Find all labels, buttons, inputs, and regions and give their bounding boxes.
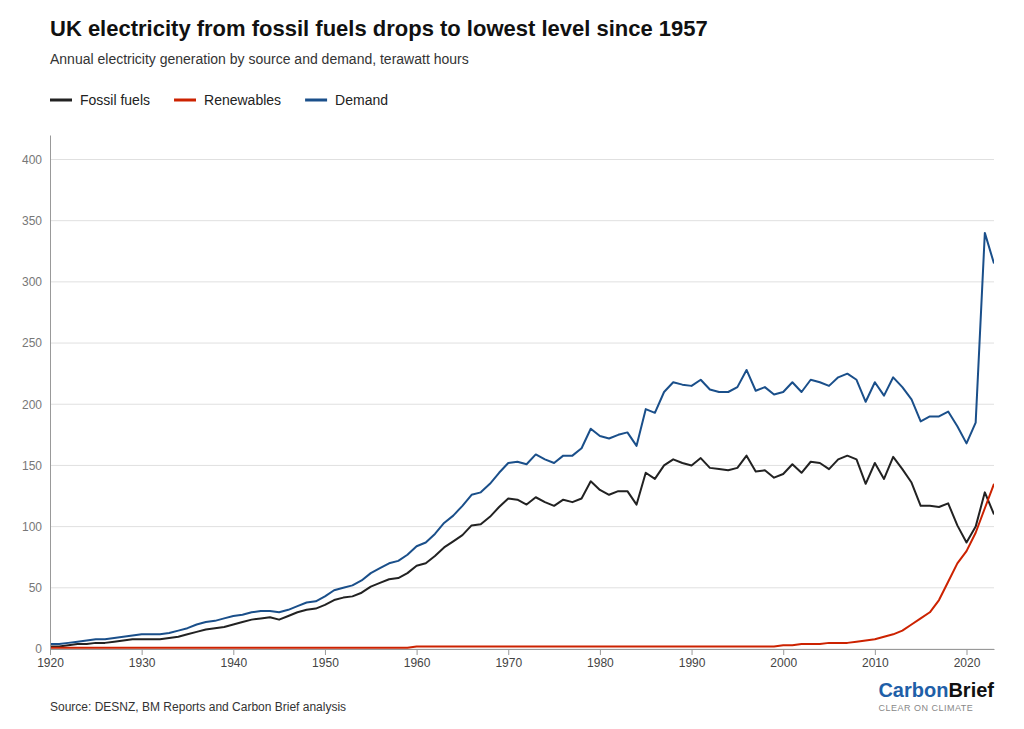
legend-item: Fossil fuels xyxy=(50,92,150,108)
grid-line xyxy=(50,404,994,405)
legend-item: Renewables xyxy=(174,92,281,108)
y-tick: 50 xyxy=(29,581,50,595)
tick-label: 1970 xyxy=(495,656,522,670)
x-tick: 1930 xyxy=(129,649,156,670)
x-tick: 2010 xyxy=(862,649,889,670)
axis-domain xyxy=(51,649,995,650)
tick-label: 350 xyxy=(22,214,42,228)
x-tick: 1980 xyxy=(587,649,614,670)
logo-text: Brief xyxy=(948,679,994,701)
legend: Fossil fuels Renewables Demand xyxy=(50,92,388,108)
tick-mark xyxy=(783,649,784,655)
y-tick: 250 xyxy=(22,336,50,350)
legend-item: Demand xyxy=(305,92,388,108)
tick-label: 1920 xyxy=(37,656,64,670)
x-tick: 1940 xyxy=(220,649,247,670)
tick-label: 1930 xyxy=(129,656,156,670)
grid-y xyxy=(50,159,994,649)
tick-label: 400 xyxy=(22,153,42,167)
chart: UK electricity from fossil fuels drops t… xyxy=(0,0,1024,729)
x-tick: 1960 xyxy=(404,649,431,670)
tick-label: 1980 xyxy=(587,656,614,670)
grid-line xyxy=(50,526,994,527)
tick-label: 1950 xyxy=(312,656,339,670)
y-tick: 200 xyxy=(22,398,50,412)
tick-label: 200 xyxy=(22,398,42,412)
tick-mark xyxy=(417,649,418,655)
x-tick: 2020 xyxy=(954,649,981,670)
tick-mark xyxy=(233,649,234,655)
grid-line xyxy=(50,281,994,282)
grid-line xyxy=(50,220,994,221)
plot-area: 1920193019401950196019701980199020002010… xyxy=(22,136,995,670)
series-line xyxy=(50,233,994,644)
x-tick: 1990 xyxy=(679,649,706,670)
series-group xyxy=(50,233,994,648)
tick-label: 300 xyxy=(22,275,42,289)
logo-tagline: CLEAR ON CLIMATE xyxy=(878,703,973,713)
logo: CarbonBrief CLEAR ON CLIMATE xyxy=(878,679,994,713)
legend-swatch xyxy=(305,99,327,102)
tick-label: 150 xyxy=(22,459,42,473)
tick-label: 2020 xyxy=(954,656,981,670)
source-note: Source: DESNZ, BM Reports and Carbon Bri… xyxy=(50,700,346,714)
tick-label: 50 xyxy=(29,581,43,595)
title: UK electricity from fossil fuels drops t… xyxy=(50,16,708,41)
tick-label: 0 xyxy=(35,642,42,656)
subtitle: Annual electricity generation by source … xyxy=(50,51,469,67)
tick-label: 1990 xyxy=(679,656,706,670)
axis-domain xyxy=(50,136,51,650)
y-tick: 0 xyxy=(35,642,50,656)
tick-label: 2000 xyxy=(770,656,797,670)
tick-label: 1960 xyxy=(404,656,431,670)
tick-mark xyxy=(50,649,51,655)
x-tick: 1950 xyxy=(312,649,339,670)
logo-text: Carbon xyxy=(878,679,948,701)
grid-line xyxy=(50,159,994,160)
y-tick: 350 xyxy=(22,214,50,228)
grid-line xyxy=(50,343,994,344)
tick-mark xyxy=(325,649,326,655)
y-axis: 0 50 100 150 200 250 300 350 400 xyxy=(22,136,51,657)
x-tick: 1970 xyxy=(495,649,522,670)
legend-swatch xyxy=(174,99,196,102)
tick-mark xyxy=(875,649,876,655)
tick-mark xyxy=(692,649,693,655)
legend-label: Renewables xyxy=(204,92,281,108)
series-line xyxy=(50,456,994,647)
y-tick: 150 xyxy=(22,459,50,473)
y-tick: 400 xyxy=(22,153,50,167)
grid-line xyxy=(50,587,994,588)
tick-label: 100 xyxy=(22,520,42,534)
x-axis: 1920 1930 1940 1950 1960 1970 1980 1990 2000 2010… xyxy=(37,649,994,670)
series-line xyxy=(50,484,994,648)
tick-label: 250 xyxy=(22,336,42,350)
legend-swatch xyxy=(50,99,72,102)
tick-label: 1940 xyxy=(220,656,247,670)
tick-mark xyxy=(600,649,601,655)
legend-label: Fossil fuels xyxy=(80,92,150,108)
tick-mark xyxy=(508,649,509,655)
legend-label: Demand xyxy=(335,92,388,108)
tick-label: 2010 xyxy=(862,656,889,670)
grid-line xyxy=(50,465,994,466)
tick-mark xyxy=(967,649,968,655)
tick-mark xyxy=(142,649,143,655)
x-tick: 2000 xyxy=(770,649,797,670)
y-tick: 100 xyxy=(22,520,50,534)
y-tick: 300 xyxy=(22,275,50,289)
